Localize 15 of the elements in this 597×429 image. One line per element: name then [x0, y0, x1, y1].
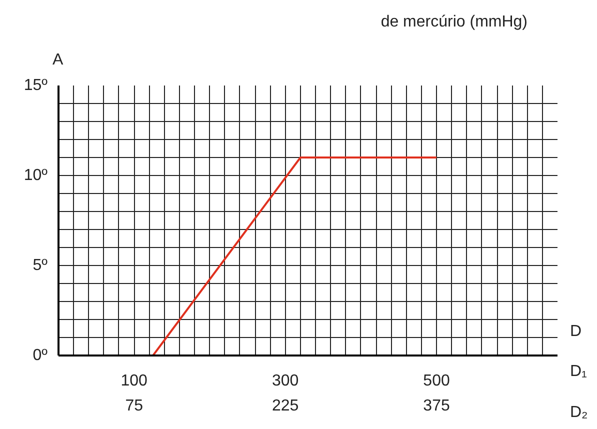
x2-tick-label: 375	[423, 398, 450, 414]
x-tick-label: 300	[272, 372, 299, 390]
y-axis-title: A	[52, 52, 64, 68]
y-tick-label: 5º	[32, 257, 48, 274]
x2-axis-title: D₂	[570, 404, 588, 422]
chart-title: de mercúrio (mmHg)	[380, 14, 528, 30]
x2-tick-label: 75	[125, 398, 144, 414]
x-tick-label: 500	[423, 372, 450, 390]
text: D₁	[570, 363, 587, 381]
y-tick-label: 0º	[32, 347, 48, 364]
y-tick-label: 15º	[24, 77, 48, 94]
x-axis-title: D	[570, 323, 582, 341]
y-tick-label: 10º	[24, 167, 48, 184]
x2-tick-label: 225	[272, 398, 299, 414]
x-tick-label: 100	[120, 372, 148, 390]
